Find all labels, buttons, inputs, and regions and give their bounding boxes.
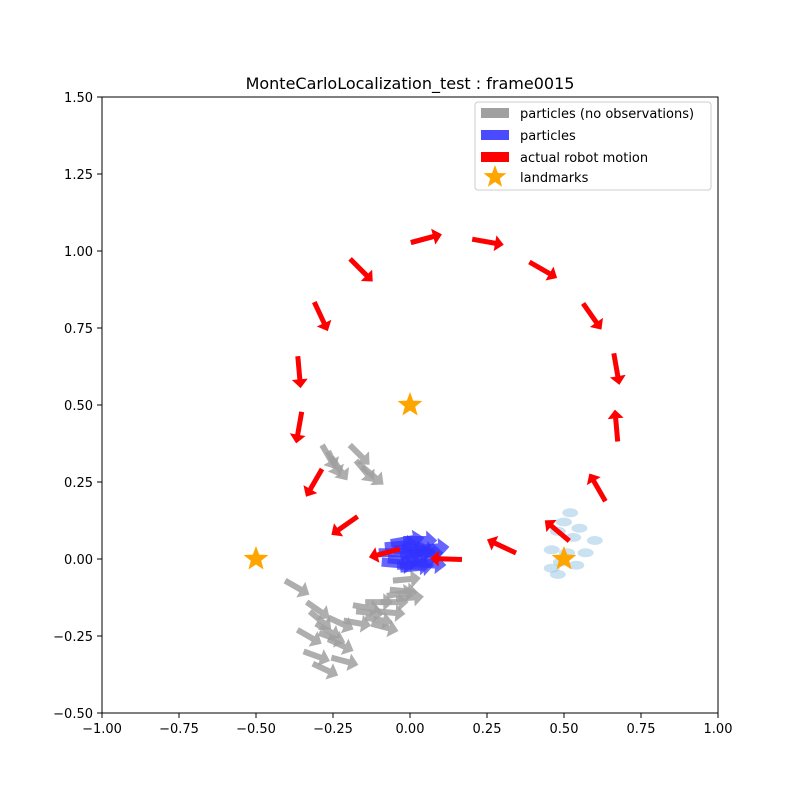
legend: particles (no observations) particles ac…: [474, 101, 712, 191]
robot-motion-arrow: [486, 535, 518, 556]
particle-no-observation-arrow: [360, 464, 384, 486]
y-tick-label: −0.50: [53, 707, 93, 722]
y-tick-label: 0.25: [64, 476, 93, 491]
x-tick-label: 0.75: [627, 722, 656, 737]
robot-motion-arrow: [289, 411, 306, 444]
legend-swatch-particles: [481, 130, 509, 140]
y-tick-label: −0.25: [53, 630, 93, 645]
x-tick-label: 0.00: [396, 722, 425, 737]
landmark-star: [551, 546, 577, 570]
robot-motion-arrow: [544, 519, 571, 543]
particle-no-observation-arrow: [311, 660, 339, 680]
legend-swatch-robot-motion: [481, 152, 509, 162]
robot-motion-arrow: [410, 228, 442, 246]
legend-label-particles-no-observations: particles (no observations): [520, 107, 694, 122]
robot-motion-arrow: [291, 355, 308, 389]
robot-motion-arrow: [528, 259, 558, 281]
legend-label-robot-motion: actual robot motion: [520, 151, 648, 166]
particle-no-observation-arrow: [304, 599, 330, 620]
uncertainty-ellipse: [571, 523, 588, 533]
particle-no-observation-arrow: [370, 619, 399, 638]
particle-no-observation-arrow: [326, 636, 354, 655]
robot-motion-arrow: [368, 546, 401, 563]
legend-box: [474, 101, 712, 191]
y-tick-label: 1.25: [64, 168, 93, 183]
particle-no-observation-arrow: [352, 599, 381, 618]
y-tick-label: 0.75: [64, 322, 93, 337]
particle-arrow: [415, 537, 450, 558]
particle-no-observation-arrow: [343, 614, 372, 633]
robot-motion-arrow: [586, 473, 608, 503]
robot-motion-arrow: [348, 257, 373, 282]
landmark-star: [243, 546, 269, 570]
legend-swatch-landmarks: [483, 165, 507, 187]
particle-no-observation-arrow: [307, 609, 332, 630]
particle-no-observation-arrow: [395, 588, 424, 607]
particle-no-observation-arrow: [392, 570, 421, 588]
robot-motion-arrow: [581, 301, 603, 330]
uncertainty-ellipse: [577, 548, 594, 558]
x-tick-label: −1.00: [82, 722, 122, 737]
x-tick-label: −0.25: [313, 722, 353, 737]
y-tick-label: 1.50: [64, 91, 93, 106]
particle-no-observation-arrow: [365, 593, 394, 612]
y-axis: −0.50 −0.25 0.00 0.25 0.50 0.75 1.00 1.25 1.50: [53, 91, 102, 722]
robot-motion-arrow: [430, 550, 463, 567]
x-axis: −1.00 −0.75 −0.50 −0.25 0.00 0.25 0.50 0.75 1.00: [82, 713, 732, 737]
plot-content: [243, 228, 626, 680]
y-tick-label: 0.00: [64, 553, 93, 568]
x-tick-label: −0.75: [159, 722, 199, 737]
uncertainty-ellipse: [586, 536, 603, 545]
y-tick-label: 0.50: [64, 399, 93, 414]
x-tick-label: 0.25: [473, 722, 502, 737]
uncertainty-ellipse: [556, 517, 572, 527]
robot-motion-arrow: [471, 235, 504, 252]
landmark-star: [397, 392, 423, 416]
chart-title: MonteCarloLocalization_test : frame0015: [246, 74, 575, 94]
particle-no-observation-arrow: [330, 653, 359, 671]
particle-no-observation-arrow: [283, 578, 310, 598]
legend-label-particles: particles: [520, 129, 576, 144]
particle-no-observation-arrow: [326, 614, 354, 634]
particle-no-observation-arrow: [347, 442, 370, 465]
x-tick-label: −0.50: [236, 722, 276, 737]
legend-swatch-particles-no-observations: [481, 108, 509, 118]
uncertainty-ellipse: [543, 545, 560, 555]
y-tick-label: 1.00: [64, 245, 93, 260]
uncertainty-ellipse: [568, 560, 585, 570]
uncertainty-ellipse: [562, 508, 579, 518]
x-tick-label: 0.50: [550, 722, 579, 737]
robot-motion-arrow: [609, 352, 626, 385]
x-tick-label: 1.00: [704, 722, 733, 737]
particle-no-observation-arrow: [295, 627, 322, 647]
legend-label-landmarks: landmarks: [520, 171, 589, 186]
particle-no-observation-arrow: [328, 455, 350, 481]
particle-no-observation-arrow: [377, 604, 406, 622]
uncertainty-ellipse: [549, 569, 566, 579]
robot-motion-arrow: [303, 467, 325, 497]
robot-motion-arrow: [607, 409, 624, 442]
particle-no-observation-arrow: [302, 648, 330, 667]
robot-motion-arrow: [312, 301, 332, 332]
robot-motion-arrow: [331, 514, 360, 537]
